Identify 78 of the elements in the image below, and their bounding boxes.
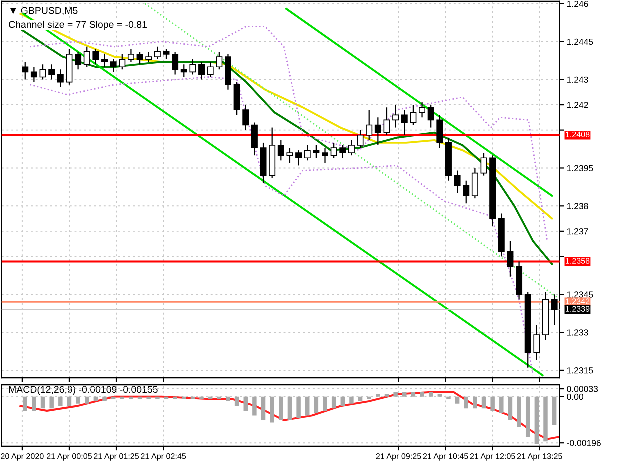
- y-tick-label: 1.237: [567, 228, 588, 235]
- x-tick-label: 21 Apr 12:05: [470, 454, 516, 461]
- candlestick: [340, 144, 346, 159]
- candlestick: [190, 58, 196, 76]
- candlestick: [322, 147, 328, 164]
- candlestick: [534, 324, 540, 361]
- candlestick: [136, 51, 144, 66]
- candlestick: [128, 48, 134, 63]
- candlestick: [384, 107, 390, 136]
- candlestick: [313, 144, 320, 159]
- candlestick: [463, 180, 470, 204]
- y-tick-label: 1.2395: [567, 165, 594, 172]
- candlestick: [57, 69, 64, 88]
- candlestick: [401, 110, 408, 136]
- candlestick: [366, 110, 373, 141]
- candlestick: [119, 54, 126, 70]
- ref-line-label: 1.2358: [566, 258, 590, 264]
- y-tick-label: 0.00: [567, 394, 584, 400]
- candlestick: [330, 142, 338, 159]
- chart-title: MACD(12,26,9) -0.00109 -0.00155: [9, 386, 158, 395]
- y-tick-label: 1.2315: [567, 368, 594, 374]
- candlestick: [472, 168, 478, 200]
- y-tick-label: 1.246: [567, 0, 588, 8]
- candlestick: [40, 64, 46, 80]
- ref-line-label: 1.2408: [566, 132, 590, 138]
- candlestick: [436, 114, 444, 149]
- y-tick-label: 1.2345: [567, 292, 594, 298]
- candlestick: [374, 117, 382, 146]
- candlestick: [348, 140, 355, 156]
- x-tick-label: 21 Apr 10:45: [423, 454, 468, 461]
- candlestick: [296, 150, 302, 166]
- candlestick: [207, 62, 214, 78]
- x-tick-label: 21 Apr 02:45: [141, 454, 186, 461]
- candlestick: [242, 104, 250, 131]
- candlestick: [198, 62, 206, 80]
- candlestick: [507, 240, 514, 278]
- candlestick: [357, 130, 364, 149]
- ref-line-label: 1.2339: [566, 306, 590, 312]
- candlestick: [30, 66, 38, 83]
- candlestick: [146, 51, 152, 63]
- y-tick-label: 1.233: [567, 330, 588, 336]
- candlestick: [92, 48, 100, 66]
- candlestick: [278, 140, 284, 162]
- candlestick: [154, 46, 161, 60]
- y-tick-label: 1.238: [567, 203, 588, 210]
- x-tick-label: 20 Apr 2020: [1, 454, 44, 461]
- candlestick: [102, 54, 108, 68]
- candlestick: [180, 64, 188, 78]
- candlestick: [480, 152, 488, 176]
- candlestick: [454, 170, 461, 194]
- candlestick: [428, 104, 434, 128]
- text: Channel size = 77 Slope = -0.81: [9, 20, 147, 30]
- candlestick: [392, 104, 400, 128]
- candlestick: [419, 102, 426, 118]
- x-tick-label: 21 Apr 01:25: [94, 454, 140, 461]
- candlestick: [286, 147, 294, 164]
- candlestick: [84, 46, 90, 68]
- candlestick: [22, 62, 29, 80]
- candlestick: [172, 51, 179, 76]
- line-series: [29, 76, 534, 376]
- x-tick-label: 21 Apr 09:25: [376, 454, 422, 461]
- y-tick-label: 1.243: [567, 76, 588, 84]
- candlestick: [251, 122, 258, 156]
- y-tick-label: 1.2445: [567, 38, 594, 46]
- candlestick: [216, 51, 223, 70]
- candlestick: [48, 64, 56, 80]
- candlestick: [163, 48, 170, 60]
- candlestick: [110, 58, 117, 73]
- y-tick-label: -0.00196: [567, 440, 601, 446]
- x-tick-label: 21 Apr 00:05: [47, 454, 92, 461]
- y-tick-label: 0.00033: [567, 386, 598, 392]
- candlestick: [75, 51, 82, 70]
- x-tick-label: 21 Apr 13:25: [517, 454, 562, 461]
- candlestick: [304, 144, 311, 162]
- y-tick-label: 1.242: [567, 102, 588, 108]
- candlestick: [410, 104, 417, 126]
- text: ▼ GBPUSD,M5: [10, 7, 78, 16]
- ref-line-label: 1.2342: [566, 298, 590, 304]
